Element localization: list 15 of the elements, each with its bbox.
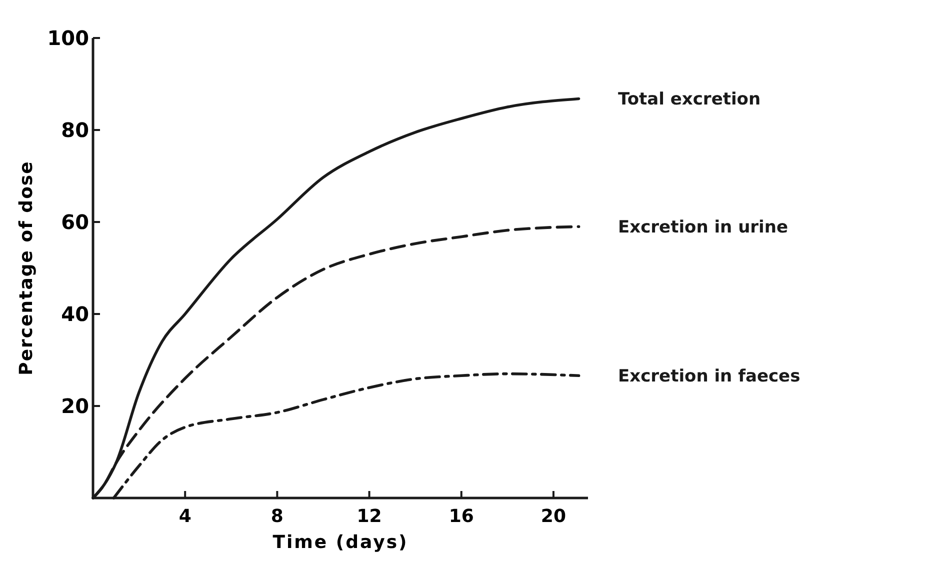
text: Excretion in faeces [618, 366, 800, 387]
x-tick-label: 8 [270, 506, 284, 527]
y-tick-label: 60 [61, 210, 89, 234]
y-tick-label: 100 [47, 26, 89, 50]
y-tick-label: 20 [61, 394, 89, 418]
text: Total excretion [618, 90, 761, 110]
x-tick-label: 20 [540, 506, 566, 527]
x-tick-label: 16 [448, 506, 474, 527]
y-tick-label: 80 [61, 118, 89, 142]
y-axis-title: Percentage of dose [16, 160, 37, 376]
x-tick-label: 4 [178, 506, 192, 527]
y-tick-label: 40 [61, 302, 89, 326]
x-tick-label: 12 [356, 506, 382, 527]
x-axis-title: Time (days) [272, 532, 408, 553]
text: Excretion in urine [618, 218, 788, 238]
